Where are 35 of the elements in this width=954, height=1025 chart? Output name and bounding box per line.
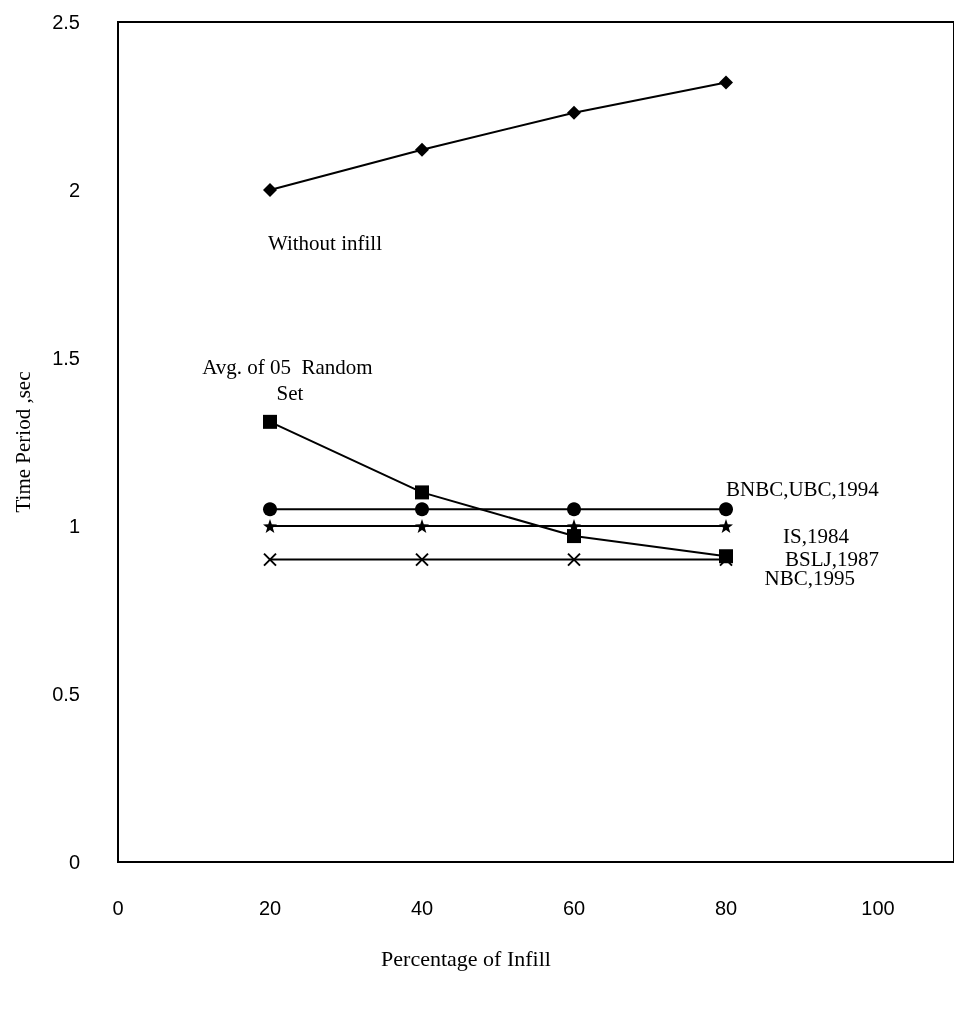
point <box>263 183 277 197</box>
point <box>415 502 429 517</box>
point <box>567 105 581 120</box>
point <box>719 519 733 533</box>
y-tick-label: 0 <box>68 851 80 873</box>
point <box>415 519 429 533</box>
y-tick-label: 2 <box>68 179 80 201</box>
y-tick-label: 1 <box>68 515 80 537</box>
y-axis-title: Time Period ,sec <box>10 371 35 513</box>
point <box>415 552 429 567</box>
point <box>263 552 277 567</box>
series-label: BNBC,UBC,1994 <box>726 477 880 502</box>
point <box>263 414 277 429</box>
x-tick-label: 60 <box>562 897 586 919</box>
point <box>415 142 429 157</box>
point <box>263 502 277 517</box>
series-label: Avg. of 05 Random Set <box>202 354 378 405</box>
point <box>567 529 581 544</box>
y-tick-label: 0.5 <box>52 683 80 705</box>
point <box>415 485 429 500</box>
x-tick-label: 20 <box>258 897 282 919</box>
x-tick-label: 0 <box>112 897 124 919</box>
point <box>263 519 277 533</box>
y-tick-label: 1.5 <box>52 347 80 369</box>
point <box>719 502 733 517</box>
x-tick-label: 40 <box>410 897 434 919</box>
y-tick-label: 2.5 <box>52 11 80 33</box>
text: IS,1984 <box>783 524 850 548</box>
point <box>567 552 581 567</box>
x-tick-label: 80 <box>714 897 738 919</box>
x-axis-title: Percentage of Infill <box>381 945 551 971</box>
x-tick-label: 100 <box>861 897 895 919</box>
point <box>719 75 733 90</box>
point <box>567 502 581 517</box>
series-label: Without infill <box>267 231 383 255</box>
